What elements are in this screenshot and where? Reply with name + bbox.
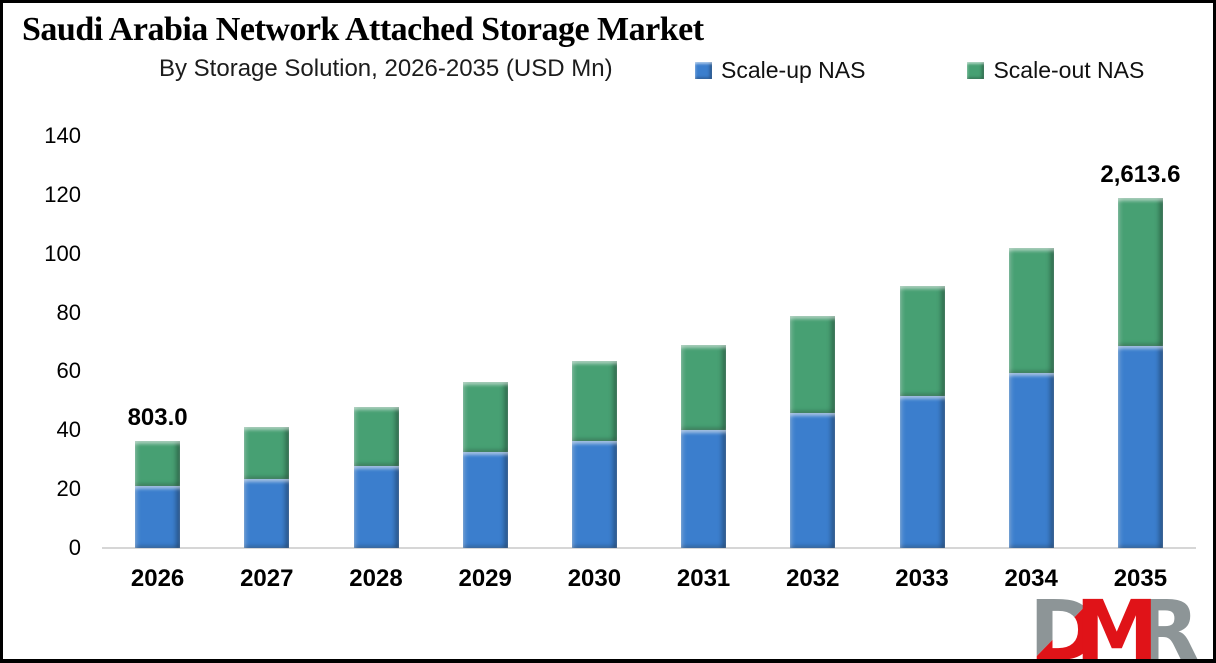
dmr-logo: D D R M xyxy=(1031,594,1200,662)
bar-2034 xyxy=(1008,247,1054,548)
y-tick-label: 40 xyxy=(56,417,81,443)
bar-segment-scale-out-nas xyxy=(681,344,727,431)
bar-segment-scale-out-nas xyxy=(571,361,617,441)
bar-segment-scale-up-nas xyxy=(353,465,399,548)
bar-segment-scale-out-nas xyxy=(790,315,836,413)
legend-label: Scale-up NAS xyxy=(721,57,866,83)
bar-segment-scale-out-nas xyxy=(244,427,290,479)
data-label: 803.0 xyxy=(127,403,188,431)
bar-segment-scale-up-nas xyxy=(681,430,727,548)
bar-segment-scale-up-nas xyxy=(244,478,290,548)
y-tick-label: 60 xyxy=(56,358,81,384)
y-tick-label: 140 xyxy=(44,123,81,148)
bar-2029 xyxy=(462,381,508,548)
bar-segment-scale-out-nas xyxy=(1008,247,1054,373)
y-tick-label: 100 xyxy=(44,240,81,266)
bar-segment-scale-out-nas xyxy=(353,406,399,466)
chart-title: Saudi Arabia Network Attached Storage Ma… xyxy=(22,11,704,48)
x-tick-label: 2027 xyxy=(240,565,294,592)
x-tick-label: 2033 xyxy=(895,565,949,592)
legend-item-scale-up-nas: Scale-up NAS xyxy=(695,57,865,84)
data-label: 2,613.6 xyxy=(1100,160,1181,188)
bar-2035 xyxy=(1117,197,1163,548)
legend-label: Scale-out NAS xyxy=(993,57,1145,83)
logo-letter-m: M xyxy=(1075,594,1159,662)
x-tick-label: 2029 xyxy=(458,565,512,592)
legend-swatch-green-icon xyxy=(967,62,985,79)
x-tick-label: 2035 xyxy=(1113,565,1168,592)
bar-segment-scale-up-nas xyxy=(1008,372,1054,548)
x-tick-label: 2030 xyxy=(567,565,622,592)
bar-segment-scale-up-nas xyxy=(790,412,836,548)
bar-2027 xyxy=(244,427,290,548)
bar-segment-scale-up-nas xyxy=(1117,346,1163,548)
bar-segment-scale-up-nas xyxy=(899,396,945,548)
bar-segment-scale-out-nas xyxy=(462,381,508,453)
bar-segment-scale-out-nas xyxy=(899,286,945,397)
bar-segment-scale-out-nas xyxy=(1117,197,1163,347)
legend: Scale-up NAS Scale-out NAS xyxy=(695,57,1144,84)
x-tick-label: 2034 xyxy=(1004,565,1058,592)
y-tick-label: 120 xyxy=(44,181,81,207)
bar-2028 xyxy=(353,406,399,548)
chart-subtitle: By Storage Solution, 2026-2035 (USD Mn) xyxy=(159,55,613,82)
bar-2033 xyxy=(899,286,945,548)
bar-2032 xyxy=(790,315,836,548)
bar-segment-scale-up-nas xyxy=(571,440,617,548)
y-tick-label: 80 xyxy=(56,299,81,325)
bar-2030 xyxy=(571,361,617,548)
plot-area: 0 20 40 60 80 100 120 140 2026 803.0 2027 2028 2029 2… xyxy=(3,3,1213,659)
x-tick-label: 2031 xyxy=(676,565,731,592)
legend-item-scale-out-nas: Scale-out NAS xyxy=(967,57,1144,84)
logo-letter-r: R xyxy=(1135,594,1200,662)
bar-segment-scale-up-nas xyxy=(462,452,508,548)
x-tick-label: 2026 xyxy=(130,565,185,592)
bar-segment-scale-out-nas xyxy=(135,440,181,487)
x-axis-baseline xyxy=(102,547,1196,549)
bar-2031 xyxy=(681,344,727,548)
y-tick-label: 20 xyxy=(56,476,81,502)
y-tick-label: 0 xyxy=(68,535,81,560)
legend-swatch-blue-icon xyxy=(695,62,712,79)
bar-2026 xyxy=(135,440,181,548)
bar-segment-scale-up-nas xyxy=(135,486,181,548)
x-tick-label: 2028 xyxy=(349,565,403,592)
x-tick-label: 2032 xyxy=(786,565,840,592)
